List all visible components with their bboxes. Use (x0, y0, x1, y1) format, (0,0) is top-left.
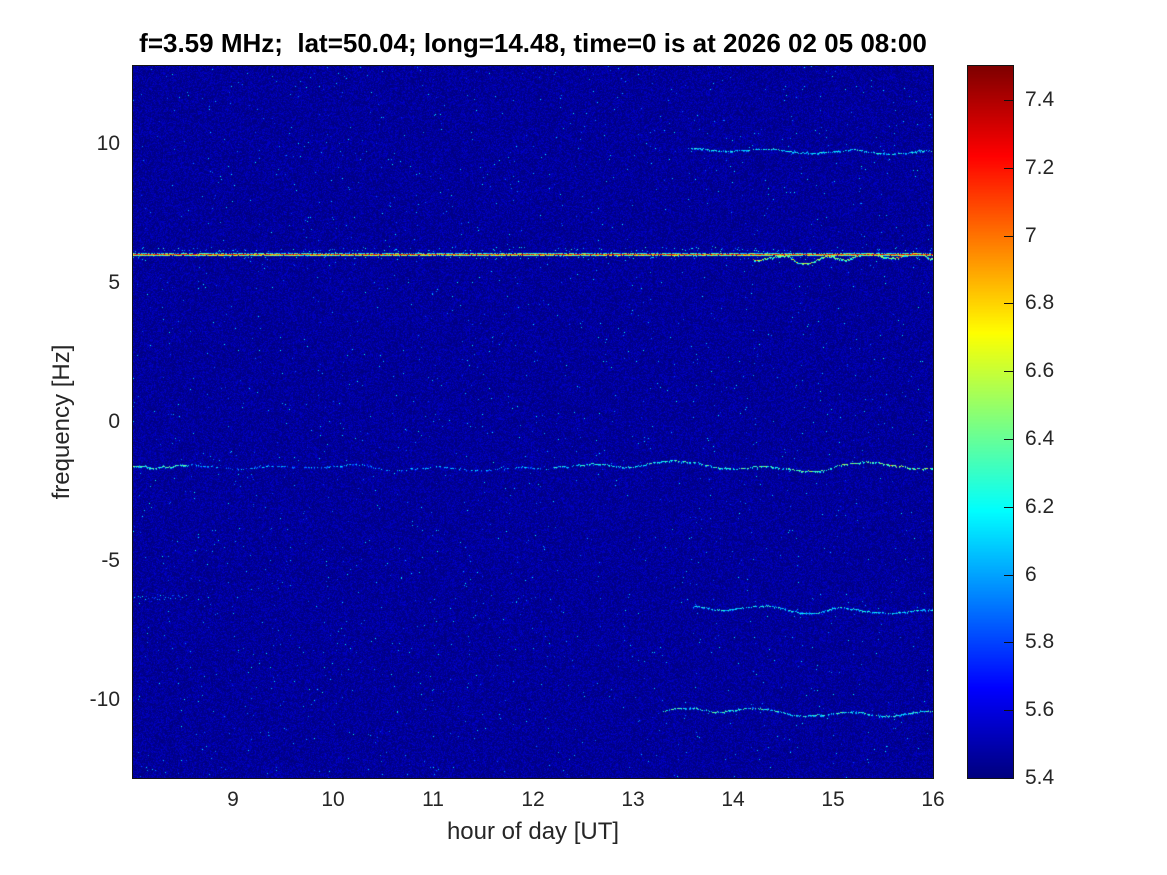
colorbar-tick-label: 7 (1025, 223, 1037, 247)
colorbar-tick-mark (1004, 507, 1013, 508)
y-tick-label: 5 (108, 270, 120, 294)
colorbar-tick-mark (1004, 710, 1013, 711)
colorbar-tick-mark (1004, 575, 1013, 576)
x-tick-label: 13 (621, 788, 645, 811)
x-tick-label: 10 (321, 788, 345, 811)
colorbar-tick-label: 5.4 (1025, 766, 1055, 789)
spectrogram-heatmap (133, 66, 933, 778)
colorbar-tick-label: 6.2 (1025, 494, 1055, 518)
y-tick-label: -10 (89, 688, 120, 712)
x-tick-label: 16 (921, 788, 945, 811)
y-tick-label: 10 (96, 131, 120, 155)
y-tick-label: -5 (101, 549, 120, 573)
colorbar-tick-mark (1004, 642, 1013, 643)
colorbar-tick-mark (1004, 778, 1013, 779)
x-tick-label: 11 (422, 788, 444, 811)
colorbar-tick-label: 5.6 (1025, 698, 1055, 722)
colorbar-tick-label: 6.8 (1025, 291, 1055, 315)
colorbar-tick-label: 7.2 (1025, 155, 1055, 179)
colorbar-tick-label: 5.8 (1025, 630, 1055, 654)
colorbar-tick-mark (1004, 168, 1013, 169)
colorbar-tick-mark (1004, 303, 1013, 304)
x-tick-label: 14 (721, 788, 745, 811)
colorbar-tick-label: 6 (1025, 562, 1037, 586)
colorbar-tick-mark (1004, 439, 1013, 440)
colorbar-tick-mark (1004, 236, 1013, 237)
x-tick-label: 9 (227, 788, 239, 811)
chart-title: f=3.59 MHz; lat=50.04; long=14.48, time=… (139, 28, 927, 58)
colorbar-tick-mark (1004, 371, 1013, 372)
x-axis-label: hour of day [UT] (446, 818, 620, 845)
y-tick-label: 0 (108, 410, 120, 433)
x-tick-label: 12 (521, 788, 545, 811)
colorbar-tick-label: 7.4 (1025, 87, 1055, 111)
colorbar (968, 66, 1013, 778)
x-tick-label: 15 (821, 788, 845, 811)
colorbar-tick-label: 6.4 (1025, 426, 1055, 450)
colorbar-tick-mark (1004, 100, 1013, 101)
colorbar-tick-label: 6.6 (1025, 359, 1055, 383)
